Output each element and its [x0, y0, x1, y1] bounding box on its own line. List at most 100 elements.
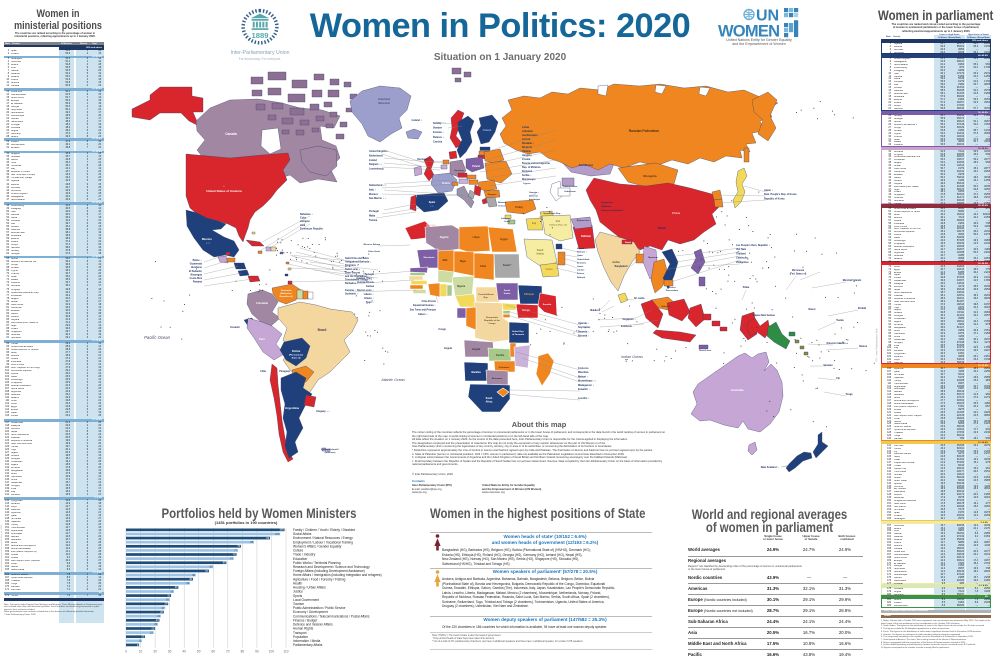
svg-text:Norway ♀♀: Norway ♀♀: [433, 122, 446, 125]
svg-text:Germany: Germany: [454, 170, 464, 172]
svg-text:Madagascar ♀: Madagascar ♀: [578, 384, 594, 387]
svg-text:Tuvalu: Tuvalu: [836, 319, 844, 322]
svg-text:Syrian Arab Rep.: Syrian Arab Rep.: [543, 212, 561, 215]
svg-text:Luxembourg: Luxembourg: [369, 168, 384, 171]
svg-text:Saint Kitts and Nevis: Saint Kitts and Nevis: [345, 257, 369, 260]
svg-text:Albania: Albania: [498, 201, 507, 204]
svg-text:United Arab: United Arab: [577, 258, 590, 261]
svg-text:Oman: Oman: [577, 266, 584, 268]
svg-text:Chile: Chile: [260, 370, 267, 373]
svg-text:Denmark ♀: Denmark ♀: [417, 158, 430, 161]
svg-text:Nauru: Nauru: [809, 308, 816, 311]
svg-text:Iceland ♀: Iceland ♀: [412, 119, 423, 122]
svg-text:Monaco: Monaco: [369, 193, 379, 196]
svg-text:Central African: Central African: [478, 293, 494, 296]
svg-text:Belgium ♀♀: Belgium ♀♀: [369, 163, 383, 166]
svg-text:and the Grenadines: and the Grenadines: [345, 275, 368, 278]
svg-text:Malta: Malta: [369, 214, 376, 217]
svg-text:Egypt: Egypt: [500, 237, 507, 241]
svg-text:Republic of): Republic of): [280, 296, 293, 298]
svg-text:Bolivia: Bolivia: [292, 350, 301, 353]
svg-text:Jamaica: Jamaica: [300, 220, 310, 223]
svg-text:State of): State of): [292, 356, 301, 359]
svg-text:♀♀: ♀♀: [206, 241, 211, 245]
svg-text:Greenland: Greenland: [378, 97, 391, 101]
svg-text:Congo: Congo: [438, 328, 446, 331]
svg-text:Djibouti: Djibouti: [577, 276, 586, 279]
svg-text:Timor-Leste: Timor-Leste: [699, 349, 712, 352]
svg-text:Saudi: Saudi: [537, 249, 544, 252]
svg-text:Hungary: Hungary: [522, 154, 532, 157]
svg-text:(Bolivarian: (Bolivarian: [280, 293, 292, 295]
svg-text:♀♀: ♀♀: [430, 205, 434, 208]
svg-text:Libya: Libya: [473, 235, 480, 239]
svg-text:Togo ♀: Togo ♀: [366, 301, 374, 304]
svg-text:Papua New Guinea: Papua New Guinea: [753, 314, 775, 317]
svg-text:Bosnia and Herzegovina: Bosnia and Herzegovina: [522, 162, 550, 165]
svg-text:Zimbabwe: Zimbabwe: [499, 367, 510, 369]
svg-text:Costa Rica: Costa Rica: [190, 277, 203, 280]
svg-text:Ethiopia: Ethiopia: [524, 293, 534, 296]
svg-text:Austria: Austria: [522, 138, 531, 141]
svg-text:United Kingdom: United Kingdom: [369, 150, 387, 153]
svg-text:Vanuatu: Vanuatu: [823, 364, 833, 367]
svg-text:Serbia ♀: Serbia ♀: [522, 174, 532, 177]
svg-text:Mongolia: Mongolia: [643, 174, 656, 178]
svg-text:Democratic: Democratic: [486, 316, 499, 319]
svg-text:Pacific Ocean: Pacific Ocean: [144, 335, 171, 340]
svg-text:Tonga: Tonga: [846, 393, 854, 396]
svg-text:Finland: Finland: [483, 129, 492, 132]
svg-text:South: South: [486, 397, 493, 400]
svg-text:Samoa: Samoa: [859, 345, 868, 348]
svg-text:Thailand: Thailand: [736, 252, 746, 255]
svg-text:Gambia (The) ♀: Gambia (The) ♀: [356, 277, 374, 280]
svg-text:Marshall Islands: Marshall Islands: [843, 279, 862, 282]
svg-text:Mauritius: Mauritius: [578, 371, 589, 374]
svg-text:Rep.: Rep.: [484, 297, 489, 299]
svg-text:Ecuador: Ecuador: [230, 326, 240, 329]
svg-text:Pakistan: Pakistan: [581, 235, 591, 238]
svg-text:Gabon ♀: Gabon ♀: [418, 313, 428, 316]
svg-text:Emirates: Emirates: [577, 261, 587, 264]
svg-text:Ghana ♀: Ghana ♀: [364, 297, 374, 300]
svg-text:Uzbekistan: Uzbekistan: [564, 190, 576, 193]
svg-text:Indian Ocean: Indian Ocean: [621, 355, 642, 359]
svg-text:Chad: Chad: [480, 265, 487, 268]
svg-text:Mauritania: Mauritania: [424, 256, 436, 259]
svg-text:Nigeria: Nigeria: [457, 285, 466, 288]
svg-text:Myanmar: Myanmar: [648, 257, 658, 259]
svg-text:Cambodia: Cambodia: [736, 257, 748, 260]
svg-text:Botswana: Botswana: [492, 377, 503, 380]
svg-text:Australia: Australia: [731, 388, 744, 392]
svg-text:Saint Vincent: Saint Vincent: [345, 271, 360, 274]
svg-text:Eswatini ♀: Eswatini ♀: [578, 388, 590, 391]
svg-text:India: India: [612, 260, 619, 264]
svg-text:(Fed. States of): (Fed. States of): [790, 272, 807, 275]
svg-text:Uganda ♀: Uganda ♀: [578, 322, 589, 325]
svg-text:Ukraine: Ukraine: [522, 150, 531, 153]
svg-text:Russian Federation: Russian Federation: [629, 129, 660, 133]
svg-text:Spain: Spain: [429, 201, 436, 204]
svg-text:Seychelles: Seychelles: [578, 326, 591, 329]
svg-text:Sweden: Sweden: [433, 127, 443, 130]
svg-text:Paraguay: Paraguay: [279, 370, 290, 373]
svg-text:Iran: Iran: [556, 220, 561, 223]
svg-text:New Zealand ♀: New Zealand ♀: [761, 465, 780, 469]
svg-text:Sudan*: Sudan*: [503, 264, 512, 267]
svg-text:Cuba: Cuba: [300, 217, 307, 220]
svg-text:Bhutan: Bhutan: [658, 227, 667, 230]
svg-text:Solomon Islands: Solomon Islands: [826, 342, 846, 345]
svg-text:Honduras: Honduras: [191, 266, 203, 269]
svg-text:Kiribati: Kiribati: [858, 307, 867, 310]
svg-text:Philippines: Philippines: [736, 261, 749, 264]
svg-text:Montenegro: Montenegro: [522, 178, 536, 181]
svg-text:Malaysia: Malaysia: [661, 306, 671, 308]
svg-text:Micronesia: Micronesia: [792, 270, 805, 272]
svg-text:Belarus ♀: Belarus ♀: [433, 136, 444, 139]
svg-text:UN: UN: [756, 8, 779, 25]
svg-text:(Plurinational: (Plurinational: [289, 353, 303, 356]
svg-text:Greece: Greece: [498, 206, 506, 208]
svg-text:WOMEN: WOMEN: [718, 23, 780, 41]
svg-text:Suriname ♀: Suriname ♀: [345, 293, 359, 296]
svg-text:Turkey: Turkey: [515, 206, 523, 209]
